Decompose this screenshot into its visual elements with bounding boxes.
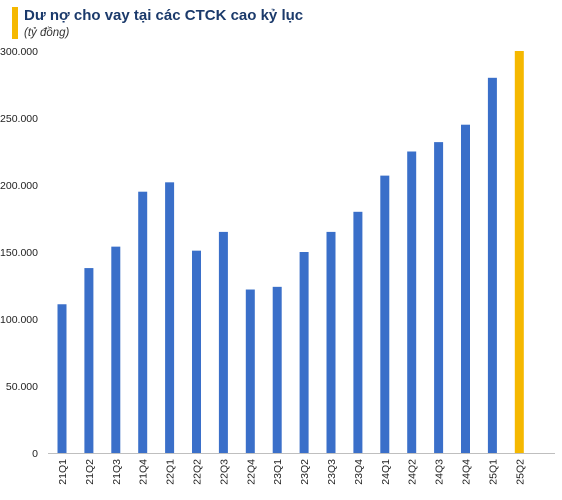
x-tick-label: 22Q1 — [165, 459, 177, 485]
x-tick-label: 22Q3 — [218, 459, 230, 485]
bar-24q1 — [380, 175, 390, 453]
x-tick-label: 25Q2 — [514, 459, 526, 485]
x-tick-label: 24Q3 — [434, 459, 446, 485]
bar-21q4 — [138, 191, 148, 453]
bar-23q4 — [353, 211, 363, 453]
bar-24q2 — [407, 151, 417, 453]
x-tick-label: 25Q1 — [487, 459, 499, 485]
chart-title: Dư nợ cho vay tại các CTCK cao kỷ lục — [24, 7, 304, 24]
x-tick-label: 24Q4 — [461, 459, 473, 485]
bar-21q2 — [84, 268, 94, 453]
x-tick-label: 23Q3 — [326, 459, 338, 485]
y-tick-label: 50.000 — [6, 381, 38, 393]
x-tick-label: 22Q2 — [192, 459, 204, 485]
y-tick-label: 150.000 — [0, 247, 38, 259]
x-tick-label: 24Q2 — [407, 459, 419, 485]
x-tick-label: 21Q3 — [111, 459, 123, 485]
bar-22q1 — [165, 182, 175, 453]
x-tick-label: 23Q2 — [299, 459, 311, 485]
bar-22q2 — [192, 250, 201, 453]
y-tick-label: 0 — [32, 448, 38, 460]
bar-23q3 — [326, 231, 336, 453]
title-accent-bar — [12, 7, 18, 39]
bar-21q1 — [57, 304, 67, 453]
x-tick-label: 22Q4 — [245, 459, 257, 485]
bar-24q3 — [434, 142, 444, 453]
bar-22q3 — [218, 231, 228, 453]
bar-25q2 — [514, 51, 524, 453]
x-tick-label: 21Q2 — [84, 459, 96, 485]
bar-23q2 — [299, 252, 309, 453]
y-tick-label: 250.000 — [0, 113, 38, 125]
x-tick-label: 23Q1 — [272, 459, 284, 485]
x-tick-label: 24Q1 — [380, 459, 392, 485]
bar-24q4 — [461, 124, 470, 453]
bar-25q1 — [487, 77, 497, 454]
y-tick-label: 200.000 — [0, 180, 38, 192]
chart-subtitle: (tỷ đồng) — [24, 27, 70, 39]
y-tick-label: 300.000 — [0, 46, 38, 58]
x-tick-label: 21Q1 — [57, 459, 69, 485]
bar-21q3 — [111, 246, 121, 453]
x-tick-label: 21Q4 — [138, 459, 150, 485]
y-tick-label: 100.000 — [0, 314, 38, 326]
bar-23q1 — [272, 286, 282, 453]
bar-22q4 — [245, 289, 255, 453]
x-tick-label: 23Q4 — [353, 459, 365, 485]
